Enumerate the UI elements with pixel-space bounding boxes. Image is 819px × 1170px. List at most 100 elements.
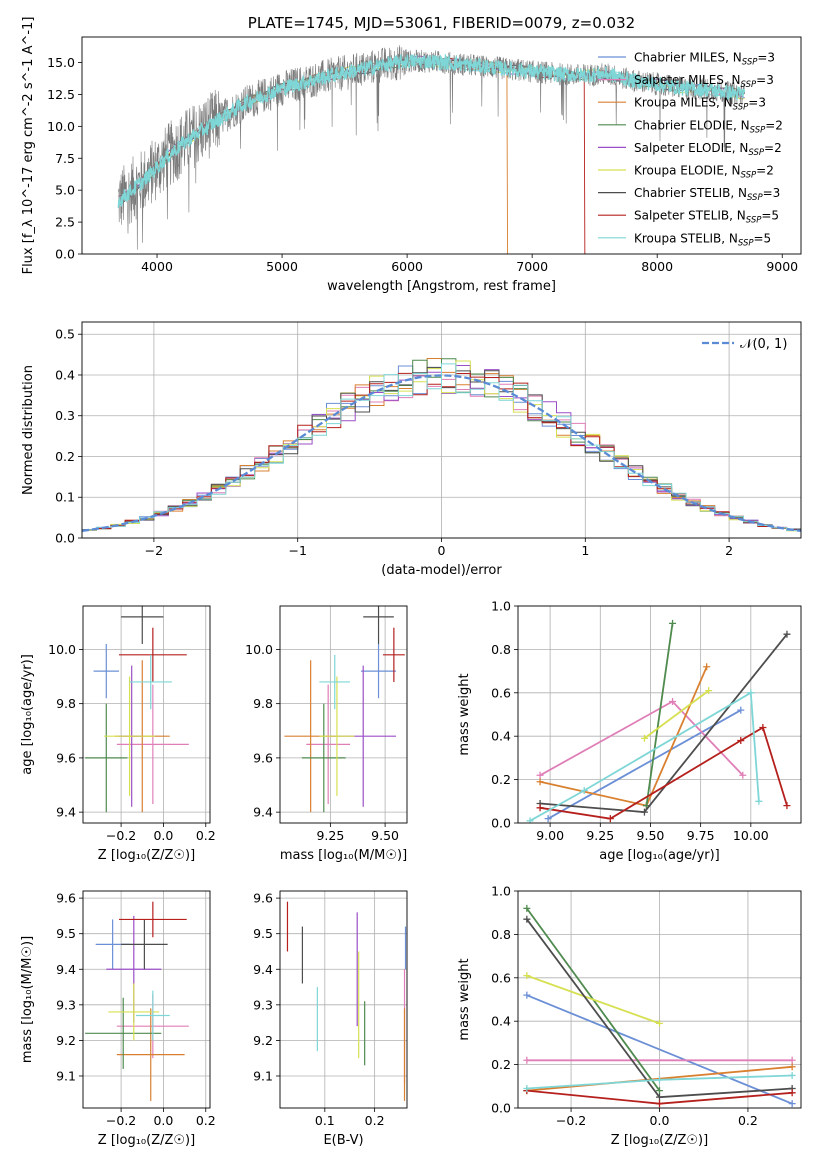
weight-marker xyxy=(705,687,713,695)
x-tick-label: 7000 xyxy=(516,259,548,274)
axes-age_weight: 9.00 9.25 9.50 9.75 10.00 0.0 0.2 0.4 0.6 0.8 1.0 a… xyxy=(457,599,802,863)
weight-marker xyxy=(656,1076,663,1084)
x-tick-label: −2 xyxy=(145,543,163,558)
model-spectrum-line xyxy=(117,53,746,209)
plot-area-z_weight xyxy=(523,904,796,1108)
axes-spectrum: 4000 5000 6000 7000 8000 9000 0.0 2.5 5.0 7.5 10.0… xyxy=(21,17,802,294)
y-tick-label: 0.0 xyxy=(491,816,511,831)
y-axis-label: mass weight xyxy=(457,958,472,1040)
y-tick-label: 0.4 xyxy=(55,367,75,382)
y-tick-label: 0.1 xyxy=(55,490,75,505)
x-tick-label: −0.2 xyxy=(556,1113,586,1128)
x-axis-label: age [log₁₀(age/yr)] xyxy=(599,848,720,863)
axes-frame xyxy=(82,605,211,824)
weight-marker xyxy=(536,778,544,786)
weight-marker xyxy=(788,1071,796,1079)
axes-mass_age: 9.25 9.50 9.4 9.6 9.8 10.0 mass [log₁₀(M/M☉)] xyxy=(245,605,408,863)
y-tick-label: 9.6 xyxy=(253,891,273,906)
weight-marker xyxy=(523,1056,531,1064)
weight-line xyxy=(526,994,793,1105)
y-tick-label: 9.8 xyxy=(56,696,76,711)
weight-marker xyxy=(656,1087,663,1095)
y-tick-label: 0.2 xyxy=(491,1057,511,1072)
x-tick-label: 9.00 xyxy=(536,828,564,843)
y-tick-label: 9.2 xyxy=(253,1033,273,1048)
axes-frame xyxy=(81,36,802,255)
x-axis-label: wavelength [Angstrom, rest frame] xyxy=(327,279,556,294)
axes-z_mass: −0.2 0.0 0.2 9.1 9.2 9.3 9.4 9.5 9.6 Z [log₁₀(Z/Z… xyxy=(20,890,216,1148)
x-tick-label: 0.2 xyxy=(365,1113,385,1128)
y-tick-label: 10.0 xyxy=(48,642,76,657)
weight-marker xyxy=(737,706,745,714)
histogram-step-line xyxy=(82,363,801,531)
x-tick-label: 9.75 xyxy=(687,828,715,843)
y-tick-label: 0.3 xyxy=(55,408,75,423)
axes-z_weight: −0.2 0.0 0.2 0.0 0.2 0.4 0.6 0.8 1.0 Z [log₁₀(Z/Z… xyxy=(457,884,802,1148)
y-tick-label: 0.4 xyxy=(491,729,511,744)
y-axis-label: mass weight xyxy=(457,673,472,755)
weight-marker xyxy=(739,771,747,779)
x-tick-label: −1 xyxy=(288,543,306,558)
legend-label: Chabrier ELODIE, NSSP=2 xyxy=(634,118,783,135)
weight-marker xyxy=(747,689,755,697)
x-axis-label: mass [log₁₀(M/M☉)] xyxy=(280,848,407,863)
weight-marker xyxy=(669,697,677,705)
axes-frame xyxy=(279,605,408,824)
weight-marker xyxy=(656,1093,663,1101)
y-tick-label: 9.8 xyxy=(253,696,273,711)
observed-spectrum-line xyxy=(118,45,745,250)
weight-marker xyxy=(536,804,544,812)
plot-area-spectrum xyxy=(117,45,746,254)
y-tick-label: 9.3 xyxy=(56,997,76,1012)
y-tick-label: 12.5 xyxy=(47,87,75,102)
x-axis-label: Z [log₁₀(Z/Z☉)] xyxy=(98,1133,195,1148)
x-tick-label: 0.2 xyxy=(738,1113,758,1128)
weight-marker xyxy=(523,904,531,912)
weight-line xyxy=(547,709,742,820)
plot-area-z_mass xyxy=(85,901,189,1101)
figure-title: PLATE=1745, MJD=53061, FIBERID=0079, z=0… xyxy=(247,14,636,32)
plot-area-residuals xyxy=(82,358,801,533)
axes-frame xyxy=(82,890,211,1109)
x-tick-label: 9.25 xyxy=(586,828,614,843)
weight-marker xyxy=(788,1100,796,1108)
y-axis-label: Normed distribution xyxy=(21,365,36,495)
y-tick-label: 9.6 xyxy=(56,891,76,906)
weight-marker xyxy=(606,815,614,823)
weight-marker xyxy=(656,1100,663,1108)
legend-label: Kroupa MILES, NSSP=3 xyxy=(634,96,766,113)
weight-marker xyxy=(580,786,588,794)
legend-label: Chabrier MILES, NSSP=3 xyxy=(634,51,775,68)
weight-marker xyxy=(759,724,767,732)
y-tick-label: 0.4 xyxy=(491,1014,511,1029)
y-tick-label: 9.4 xyxy=(253,805,273,820)
weight-marker xyxy=(755,797,763,805)
x-tick-label: 0.2 xyxy=(196,1113,216,1128)
x-axis-label: Z [log₁₀(Z/Z☉)] xyxy=(611,1133,708,1148)
x-tick-label: 0.1 xyxy=(315,1113,335,1128)
axes-ebv_mass: 0.1 0.2 9.1 9.2 9.3 9.4 9.5 9.6 E(B-V) xyxy=(253,890,408,1148)
x-tick-label: 2 xyxy=(725,543,733,558)
weight-marker xyxy=(788,1063,796,1071)
legend-label: 𝒩(0, 1) xyxy=(740,337,787,352)
legend-label: Salpeter MILES, NSSP=3 xyxy=(634,73,774,90)
x-tick-label: 0.2 xyxy=(196,828,216,843)
y-tick-label: 0.6 xyxy=(491,685,511,700)
axes-frame xyxy=(517,605,802,824)
weight-line xyxy=(645,623,674,806)
x-axis-label: (data-model)/error xyxy=(381,563,502,578)
legend-label: Kroupa STELIB, NSSP=5 xyxy=(634,231,771,248)
y-tick-label: 15.0 xyxy=(47,55,75,70)
gaussian-curve xyxy=(82,374,801,533)
x-tick-label: −0.2 xyxy=(106,1113,136,1128)
y-tick-label: 0.5 xyxy=(55,327,75,342)
y-axis-label: age [log₁₀(age/yr)] xyxy=(20,654,35,775)
y-tick-label: 10.0 xyxy=(47,119,75,134)
plot-area-z_age xyxy=(85,606,189,813)
axes-frame xyxy=(81,321,802,539)
x-tick-label: 9.25 xyxy=(316,828,344,843)
x-tick-label: 8000 xyxy=(641,259,673,274)
plot-area-ebv_mass xyxy=(286,901,407,1101)
axes-residuals: −2 −1 0 1 2 0.0 0.1 0.2 0.3 0.4 0.5 (data-model)/er… xyxy=(21,321,802,578)
y-tick-label: 9.6 xyxy=(56,750,76,765)
